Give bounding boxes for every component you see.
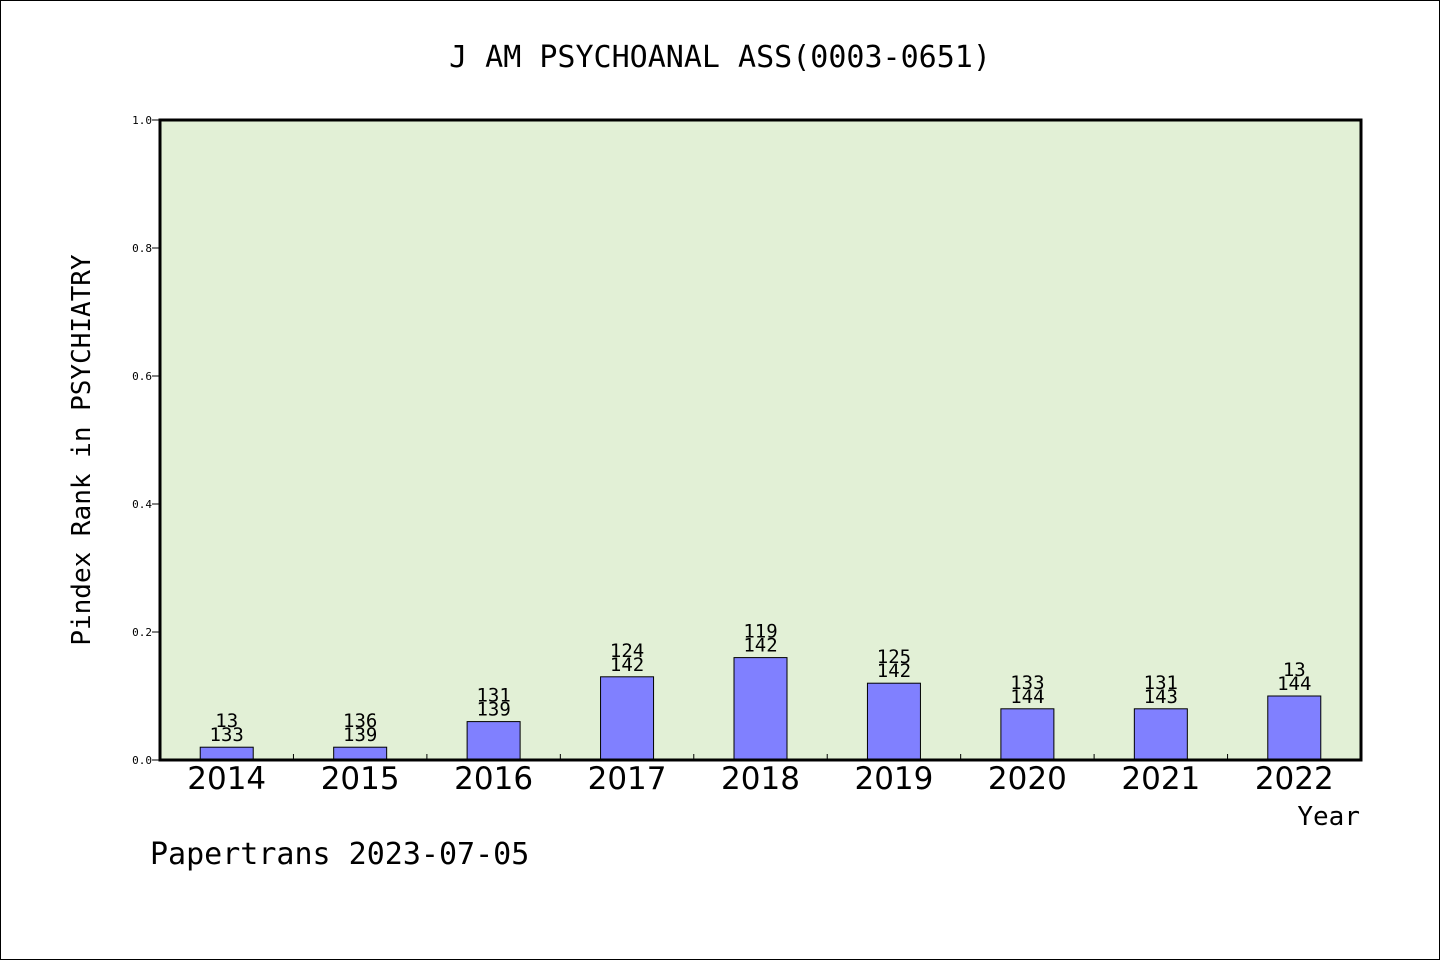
y-tick-label: 1.0 bbox=[132, 114, 152, 127]
x-axis-label: Year bbox=[1297, 802, 1360, 832]
bar bbox=[1267, 695, 1322, 761]
bar-label-top: 13 bbox=[215, 710, 238, 732]
bars bbox=[199, 657, 1322, 761]
y-tick-label: 0.2 bbox=[132, 626, 152, 639]
x-tick-label: 2021 bbox=[1121, 761, 1200, 797]
bar-label-bottom: 139 bbox=[476, 699, 510, 721]
bar bbox=[733, 657, 788, 761]
x-tick-label: 2020 bbox=[988, 761, 1067, 797]
bar bbox=[866, 682, 921, 761]
bar bbox=[199, 746, 254, 761]
bar-label-bottom: 144 bbox=[1277, 673, 1311, 695]
bar bbox=[600, 676, 655, 761]
y-tick-label: 0.8 bbox=[132, 242, 152, 255]
bar-label-top: 124 bbox=[610, 640, 644, 662]
bar-label-top: 131 bbox=[476, 685, 510, 707]
bar-label-bottom: 143 bbox=[1144, 686, 1178, 708]
bar-label-top: 133 bbox=[1010, 672, 1044, 694]
bar-label-bottom: 133 bbox=[210, 724, 244, 746]
bar-label-top: 119 bbox=[743, 621, 777, 643]
x-tick-label: 2015 bbox=[321, 761, 400, 797]
x-tick-label: 2022 bbox=[1255, 761, 1334, 797]
y-axis-ticks: 0.0 0.2 0.4 0.6 0.8 1.0 bbox=[132, 114, 160, 767]
x-axis-labels: 2014 2015 2016 2017 2018 2019 2020 2021 2022 bbox=[187, 761, 1333, 797]
bar bbox=[466, 721, 521, 761]
bar-label-top: 131 bbox=[1144, 672, 1178, 694]
y-tick-label: 0.6 bbox=[132, 370, 152, 383]
bar bbox=[1133, 708, 1188, 761]
x-tick-label: 2018 bbox=[721, 761, 800, 797]
bar-label-bottom: 144 bbox=[1010, 686, 1044, 708]
x-tick-label: 2019 bbox=[854, 761, 933, 797]
x-tick-label: 2017 bbox=[588, 761, 667, 797]
footer-text: Papertrans 2023-07-05 bbox=[150, 837, 529, 872]
plot-border bbox=[158, 118, 1363, 762]
y-tick-label: 0.4 bbox=[132, 498, 152, 511]
x-tick-label: 2016 bbox=[454, 761, 533, 797]
bar-labels: 1313313613913113912414211914212514213314… bbox=[210, 621, 1312, 747]
bar-label-bottom: 139 bbox=[343, 724, 377, 746]
plot-area bbox=[160, 120, 1361, 760]
y-axis-label: Pindex Rank in PSYCHIATRY bbox=[67, 254, 97, 646]
bar-label-bottom: 142 bbox=[877, 660, 911, 682]
bar-label-top: 136 bbox=[343, 710, 377, 732]
bar bbox=[1000, 708, 1055, 761]
bar bbox=[333, 746, 388, 761]
x-tick-label: 2014 bbox=[187, 761, 266, 797]
y-tick-label: 0.0 bbox=[132, 754, 152, 767]
bar-label-top: 125 bbox=[877, 646, 911, 668]
bar-label-bottom: 142 bbox=[610, 654, 644, 676]
bar-label-top: 13 bbox=[1283, 659, 1306, 681]
chart-title: J AM PSYCHOANAL ASS(0003-0651) bbox=[449, 40, 991, 75]
bar-label-bottom: 142 bbox=[743, 635, 777, 657]
